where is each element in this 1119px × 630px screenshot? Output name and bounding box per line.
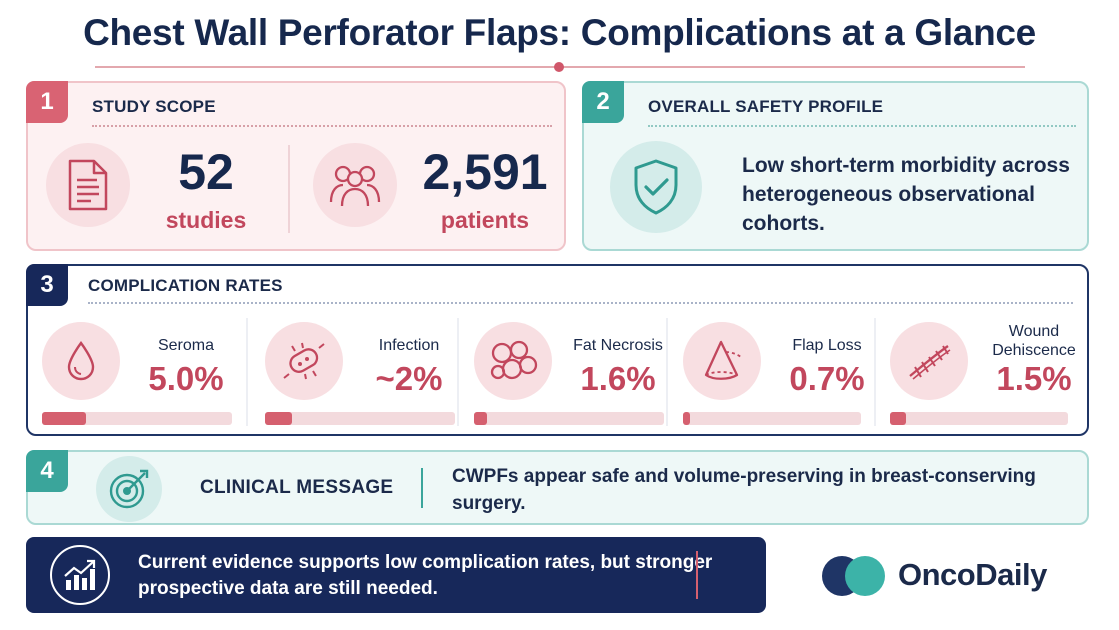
trend-chart-icon bbox=[50, 545, 110, 605]
shield-check-icon bbox=[610, 141, 702, 233]
complication-name: Flap Loss bbox=[792, 337, 862, 354]
complication-rate: 5.0% bbox=[148, 360, 224, 397]
complication-name: Fat Necrosis bbox=[573, 337, 663, 354]
column-separator bbox=[666, 318, 668, 426]
fat-cells-icon bbox=[474, 322, 552, 400]
patients-count: 2,591 bbox=[422, 144, 548, 200]
panel-number-badge: 3 bbox=[26, 264, 68, 306]
rate-bar bbox=[42, 412, 232, 425]
complication-rate: ~2% bbox=[375, 360, 443, 397]
column-separator bbox=[246, 318, 248, 426]
complication-seroma: Seroma 5.0% bbox=[42, 316, 249, 428]
flap-cone-icon bbox=[683, 322, 761, 400]
complication-infection: Infection ~2% bbox=[265, 316, 472, 428]
complication-fat-necrosis: Fat Necrosis 1.6% bbox=[474, 316, 681, 428]
panel-number-badge: 2 bbox=[582, 81, 624, 123]
complication-wound-dehiscence: Wound Dehiscence 1.5% bbox=[890, 316, 1097, 428]
logo-wordmark: OncoDaily bbox=[898, 557, 1047, 592]
dotted-divider bbox=[648, 125, 1076, 127]
dotted-divider bbox=[92, 125, 552, 127]
document-icon bbox=[46, 143, 130, 227]
panel-heading: OVERALL SAFETY PROFILE bbox=[648, 97, 884, 116]
rate-bar-fill bbox=[265, 412, 292, 425]
complication-rate: 1.5% bbox=[996, 360, 1072, 397]
bacteria-icon bbox=[265, 322, 343, 400]
complication-flap-loss: Flap Loss 0.7% bbox=[683, 316, 890, 428]
vertical-divider bbox=[421, 468, 423, 508]
rate-bar bbox=[890, 412, 1068, 425]
complication-rate: 1.6% bbox=[580, 360, 656, 397]
patients-label: patients bbox=[440, 207, 530, 233]
panel-number-badge: 4 bbox=[26, 450, 68, 492]
clinical-message-heading: CLINICAL MESSAGE bbox=[200, 477, 394, 498]
column-separator bbox=[874, 318, 876, 426]
dotted-divider bbox=[88, 302, 1073, 304]
logo-mark-teal bbox=[845, 556, 885, 596]
complication-name: Seroma bbox=[157, 337, 215, 354]
safety-profile-panel: 2 OVERALL SAFETY PROFILE Low short-term … bbox=[582, 81, 1089, 251]
rate-bar bbox=[474, 412, 664, 425]
rate-bar-fill bbox=[42, 412, 86, 425]
title-divider-dot bbox=[554, 62, 564, 72]
column-separator bbox=[457, 318, 459, 426]
stat-divider bbox=[288, 145, 290, 233]
studies-count: 52 bbox=[178, 144, 234, 200]
conclusion-text: Current evidence supports low complicati… bbox=[138, 552, 713, 599]
rate-bar-fill bbox=[890, 412, 907, 425]
clinical-message-text: CWPFs appear safe and volume-preserving … bbox=[452, 466, 1036, 514]
rate-bar-fill bbox=[683, 412, 691, 425]
complication-rates-panel: 3 COMPLICATION RATES Seroma 5.0% bbox=[26, 264, 1089, 436]
droplet-icon bbox=[42, 322, 120, 400]
safety-summary: Low short-term morbidity across heteroge… bbox=[742, 154, 1070, 235]
conclusion-banner: Current evidence supports low complicati… bbox=[26, 537, 766, 613]
panel-heading: STUDY SCOPE bbox=[92, 97, 216, 116]
panel-heading: COMPLICATION RATES bbox=[88, 276, 283, 295]
studies-label: studies bbox=[165, 207, 247, 233]
clinical-message-panel: 4 CLINICAL MESSAGE CWPFs appear safe and… bbox=[26, 450, 1089, 525]
suture-icon bbox=[890, 322, 968, 400]
oncodaily-logo: OncoDaily bbox=[822, 553, 1092, 599]
rate-bar bbox=[683, 412, 861, 425]
complication-name: Infection bbox=[378, 337, 440, 354]
study-scope-panel: 1 STUDY SCOPE 52 studies 2,591 patients bbox=[26, 81, 566, 251]
panel-number-badge: 1 bbox=[26, 81, 68, 123]
complication-name: Wound Dehiscence bbox=[992, 323, 1076, 359]
rate-bar-fill bbox=[474, 412, 488, 425]
people-icon bbox=[313, 143, 397, 227]
page-title: Chest Wall Perforator Flaps: Complicatio… bbox=[83, 12, 1036, 53]
rate-bar bbox=[265, 412, 455, 425]
target-icon bbox=[96, 456, 162, 522]
complication-rate: 0.7% bbox=[789, 360, 865, 397]
banner-accent-divider bbox=[696, 551, 698, 599]
